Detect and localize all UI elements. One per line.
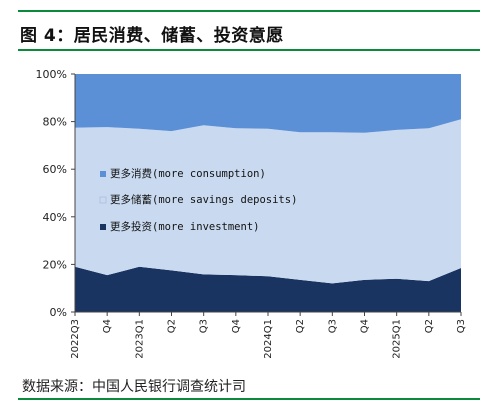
y-tick-label: 80%	[43, 116, 67, 129]
x-tick-label: Q3	[456, 319, 467, 333]
x-tick-label: Q3	[199, 319, 210, 333]
figure-title: 图 4：居民消费、储蓄、投资意愿	[20, 26, 284, 46]
x-tick-label: Q4	[102, 319, 113, 333]
legend-label: 更多储蓄(more savings deposits)	[110, 193, 297, 206]
legend-swatch	[99, 196, 107, 204]
x-tick-label: 2022Q3	[70, 319, 81, 359]
bottom-rule	[18, 398, 480, 400]
y-tick-label: 40%	[43, 211, 67, 224]
x-tick-label: 2024Q1	[263, 319, 274, 359]
legend-label: 更多投资(more investment)	[110, 220, 259, 233]
area-series-0	[75, 266, 461, 312]
legend-label: 更多消费(more consumption)	[110, 167, 266, 180]
x-tick-label: Q4	[360, 319, 371, 333]
source-note: 数据来源：中国人民银行调查统计司	[22, 379, 246, 395]
x-tick-label: Q3	[327, 319, 338, 333]
legend-swatch	[100, 224, 106, 230]
x-tick-label: Q2	[295, 319, 306, 333]
x-tick-label: 2025Q1	[392, 319, 403, 359]
y-tick-label: 100%	[36, 68, 67, 81]
area-series-1	[75, 119, 461, 284]
x-tick-label: Q2	[424, 319, 435, 333]
y-tick-label: 0%	[50, 306, 67, 319]
legend-swatch	[100, 171, 106, 177]
x-tick-label: Q2	[167, 319, 178, 333]
x-tick-label: 2023Q1	[134, 319, 145, 359]
x-tick-label: Q4	[231, 319, 242, 333]
y-tick-label: 60%	[43, 163, 67, 176]
y-tick-label: 20%	[43, 258, 67, 271]
top-rule	[18, 10, 480, 12]
area-series-2	[75, 74, 461, 133]
title-rule	[18, 49, 480, 51]
